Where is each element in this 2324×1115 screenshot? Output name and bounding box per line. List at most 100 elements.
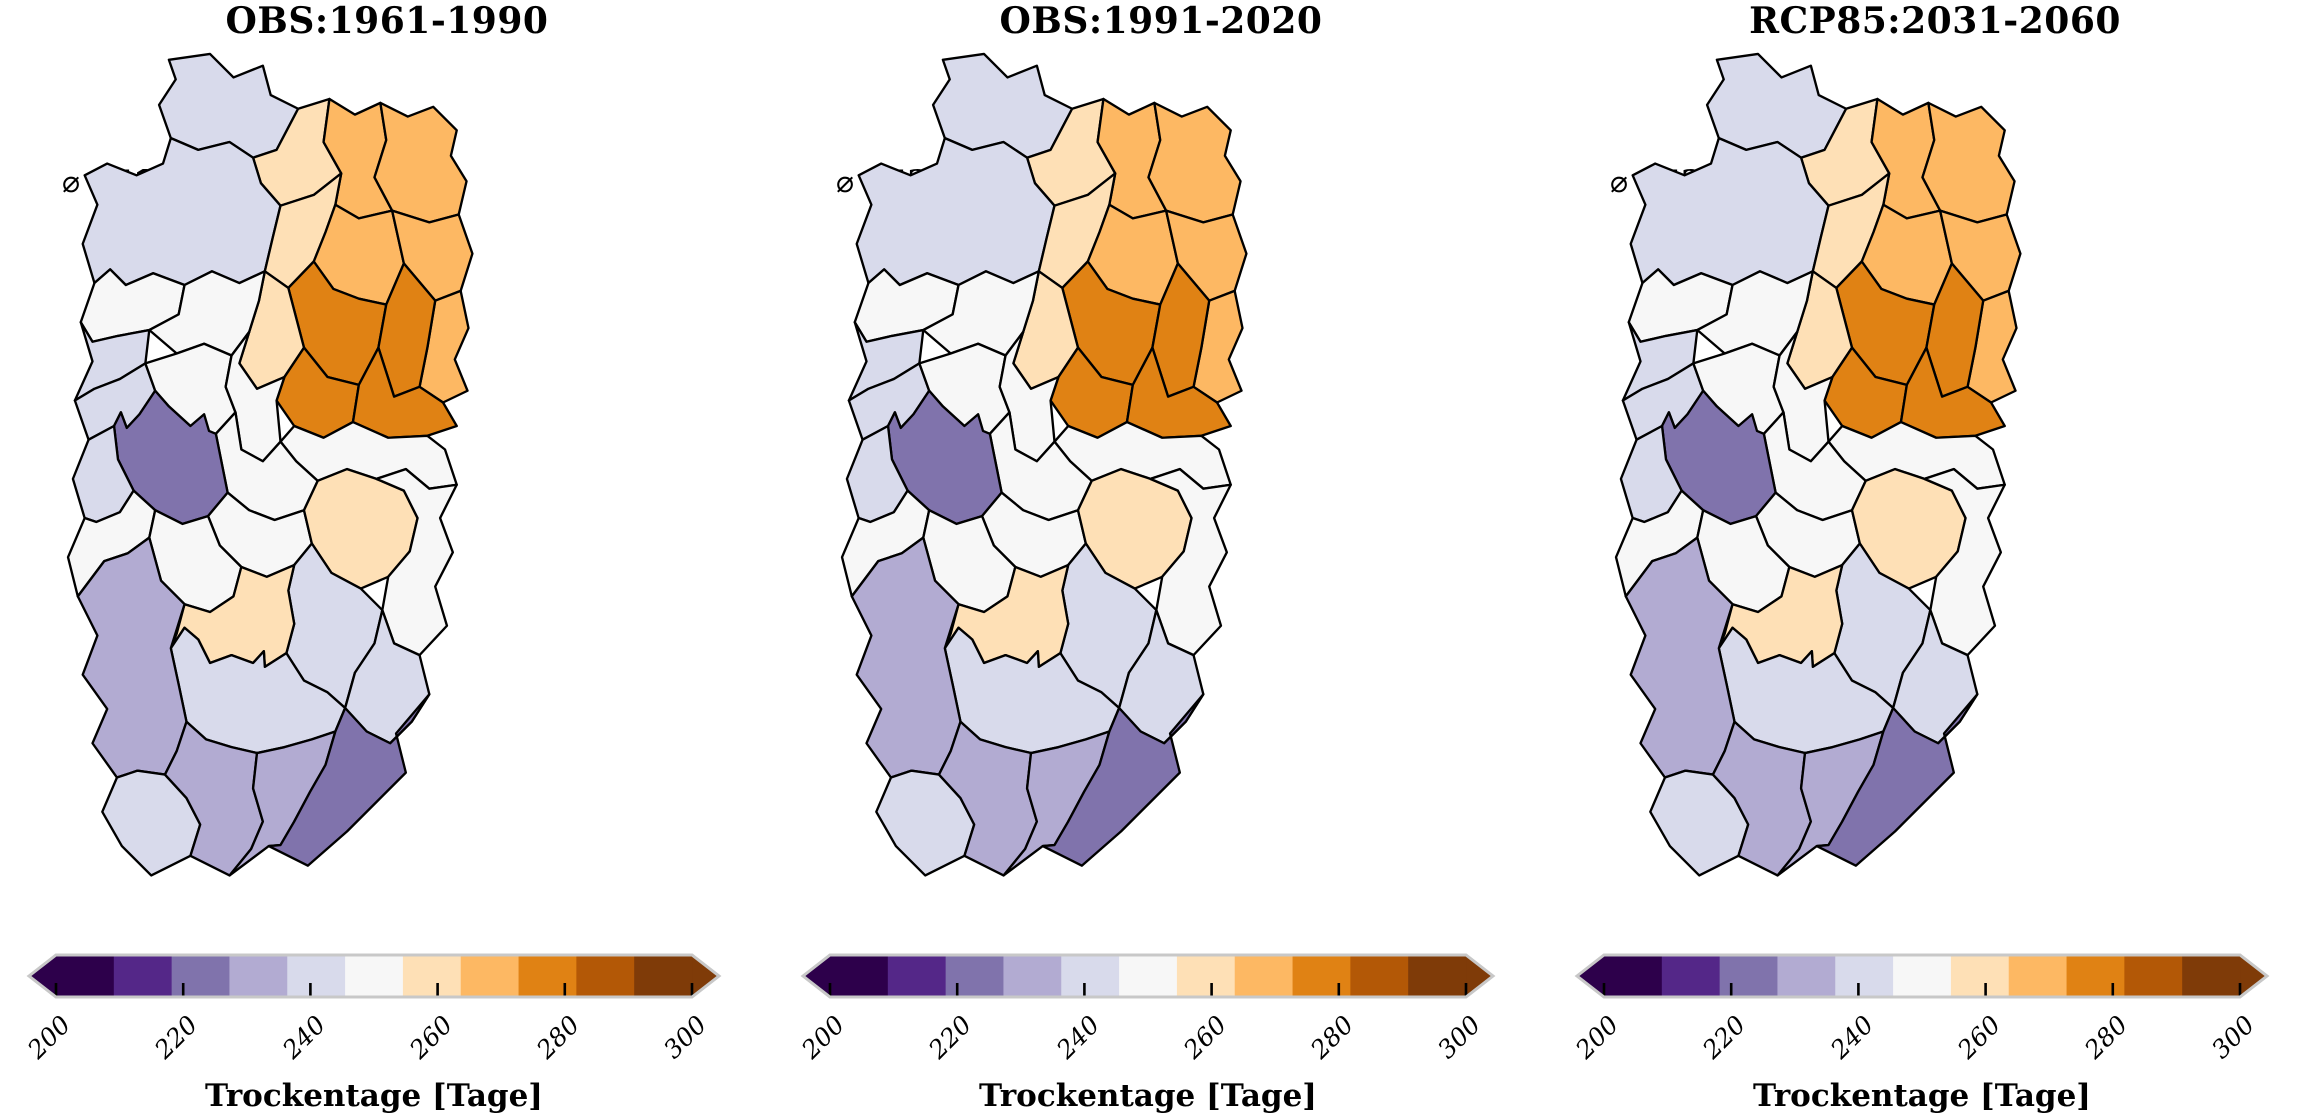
colorbar-over-arrow: [692, 955, 719, 997]
colorbar-tick-label: 220: [1697, 1010, 1752, 1065]
colorbar-tick-220: [1729, 983, 1733, 997]
colorbar-segment-6: [1950, 955, 2010, 997]
colorbar-tick-240: [1083, 983, 1086, 997]
colorbar-segment-7: [1234, 955, 1294, 997]
colorbar-tick-label: 280: [1305, 1010, 1360, 1065]
colorbar: 200 220 240 260 280 300 Trockentage [Tage]: [22, 950, 722, 1114]
colorbar-segment-8: [518, 955, 577, 997]
colorbar-segment-9: [1350, 955, 1409, 997]
region-alps-east: [1815, 693, 1979, 867]
colorbar-tick-label: 260: [403, 1010, 459, 1065]
germany-choropleth-map: [66, 52, 474, 877]
colorbar-tick-280: [1337, 983, 1341, 997]
colorbar-segment-3: [229, 955, 288, 997]
colorbar-segment-9: [576, 955, 635, 997]
colorbar-bar: [1574, 953, 2270, 999]
colorbar-tick-label: 240: [1050, 1010, 1105, 1065]
region-mecklenburg-east: [1921, 101, 2016, 224]
colorbar-tick-label: 300: [2206, 1010, 2261, 1065]
colorbar-segment-7: [2008, 955, 2068, 997]
colorbar-tick-280: [2111, 983, 2115, 997]
colorbar-tick-labels: 200 220 240 260 280 300: [22, 1002, 722, 1078]
colorbar-tick-label: 300: [1432, 1010, 1487, 1065]
diameter-mean-icon: ⌀: [836, 165, 855, 200]
colorbar-tick-300: [690, 983, 694, 997]
region-oberpfalz: [1149, 467, 1232, 657]
colorbar-segment-1: [1661, 955, 1721, 997]
colorbar-over-arrow: [2240, 955, 2267, 997]
colorbar-tick-labels: 200 220 240 260 280 300: [796, 1002, 1496, 1078]
colorbar-tick-label: 300: [658, 1010, 713, 1065]
colorbar-tick-label: 200: [796, 1010, 851, 1065]
colorbar-tick-220: [955, 983, 959, 997]
panel-title: OBS:1961-1990: [225, 0, 549, 42]
colorbar-segment-7: [460, 955, 520, 997]
colorbar-bar: [800, 953, 1496, 999]
panel-obs-1991-2020: OBS:1991-2020 ⌀253.1 200220240260280300 …: [774, 0, 1548, 1115]
colorbar-tick-200: [828, 983, 832, 997]
panel-title: RCP85:2031-2060: [1749, 0, 2121, 42]
colorbar-segment-1: [113, 955, 173, 997]
colorbar-under-arrow: [803, 955, 830, 997]
region-alps-east: [267, 693, 431, 867]
region-mecklenburg-east: [373, 101, 468, 224]
colorbar-tick-300: [2238, 983, 2242, 997]
colorbar-over-arrow: [1466, 955, 1493, 997]
colorbar-segment-4: [287, 955, 346, 997]
colorbar-axis-label: Trockentage [Tage]: [979, 1078, 1317, 1114]
panel-title: OBS:1991-2020: [999, 0, 1323, 42]
colorbar-segment-0: [830, 955, 889, 997]
colorbar-tick-200: [54, 983, 58, 997]
colorbar-segment-0: [56, 955, 115, 997]
colorbar-tick-labels: 200 220 240 260 280 300: [1570, 1002, 2270, 1078]
colorbar-outline: [1574, 953, 2270, 999]
colorbar-tick-label: 260: [1177, 1010, 1233, 1065]
colorbar-segment-9: [2124, 955, 2183, 997]
germany-choropleth-map: [840, 52, 1248, 877]
colorbar-segment-4: [1061, 955, 1120, 997]
colorbar-tick-label: 240: [276, 1010, 331, 1065]
panel-obs-1961-1990: OBS:1961-1990 ⌀251.8 200220240260280300 …: [0, 0, 774, 1115]
panel-rcp85-2031-2060: RCP85:2031-2060 ⌀252.2 20022024026028030…: [1548, 0, 2322, 1115]
colorbar-segment-5: [345, 955, 404, 997]
colorbar-segment-3: [1003, 955, 1062, 997]
colorbar-tick-label: 200: [22, 1010, 77, 1065]
colorbar-tick-240: [309, 983, 312, 997]
germany-choropleth-map: [1614, 52, 2022, 877]
colorbar-segment-2: [945, 955, 1005, 997]
colorbar-tick-260: [1210, 983, 1213, 997]
region-oberpfalz: [375, 467, 458, 657]
region-oberpfalz: [1923, 467, 2006, 657]
colorbar-segment-2: [1719, 955, 1779, 997]
colorbar-tick-label: 260: [1951, 1010, 2007, 1065]
colorbar-outline: [800, 953, 1496, 999]
region-mecklenburg-east: [1147, 101, 1242, 224]
colorbar-segment-1: [887, 955, 947, 997]
region-alps-east: [1041, 693, 1205, 867]
colorbar-tick-240: [1857, 983, 1860, 997]
colorbar-tick-label: 280: [531, 1010, 586, 1065]
colorbar-segment-10: [1408, 955, 1467, 997]
colorbar-segment-5: [1893, 955, 1952, 997]
colorbar-tick-220: [181, 983, 185, 997]
colorbar-segment-10: [634, 955, 693, 997]
colorbar: 200 220 240 260 280 300 Trockentage [Tage]: [796, 950, 1496, 1114]
colorbar-axis-label: Trockentage [Tage]: [205, 1078, 543, 1114]
colorbar-tick-280: [563, 983, 567, 997]
diameter-mean-icon: ⌀: [1610, 165, 1629, 200]
colorbar-tick-label: 200: [1570, 1010, 1625, 1065]
region-lower-saxony: [1629, 136, 1830, 287]
diameter-mean-icon: ⌀: [62, 165, 81, 200]
colorbar-tick-label: 280: [2079, 1010, 2134, 1065]
colorbar-tick-260: [1984, 983, 1987, 997]
colorbar-outline: [26, 953, 722, 999]
colorbar-segment-5: [1119, 955, 1178, 997]
colorbar-segment-8: [1292, 955, 1351, 997]
region-lower-saxony: [855, 136, 1056, 287]
colorbar-segment-10: [2182, 955, 2241, 997]
colorbar-segment-6: [1176, 955, 1236, 997]
colorbar-segment-8: [2066, 955, 2125, 997]
colorbar-under-arrow: [29, 955, 56, 997]
colorbar-axis-label: Trockentage [Tage]: [1753, 1078, 2091, 1114]
colorbar: 200 220 240 260 280 300 Trockentage [Tage]: [1570, 950, 2270, 1114]
